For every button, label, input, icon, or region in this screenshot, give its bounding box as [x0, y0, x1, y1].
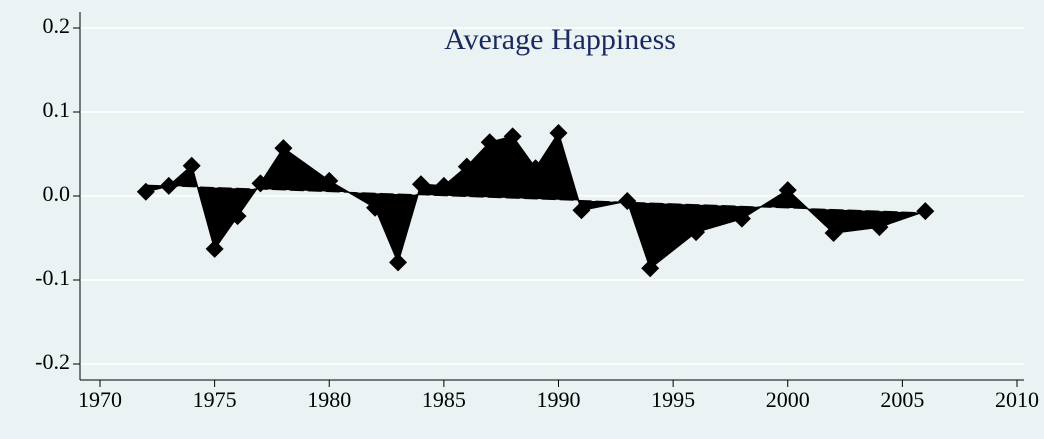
diamond-marker [778, 181, 797, 200]
x-tick-label: 1980 [307, 387, 351, 412]
diamond-marker [411, 175, 430, 194]
x-tick-label: 1970 [78, 387, 122, 412]
data-line [145, 131, 926, 270]
deviation-area [145, 133, 926, 269]
diamond-marker [824, 223, 843, 242]
diamond-marker [389, 253, 408, 272]
y-tick-label: 0.1 [43, 97, 71, 122]
diamond-marker [870, 218, 889, 237]
chart-title: Average Happiness [444, 23, 676, 56]
trend-line [145, 184, 926, 214]
y-tick-label: -0.1 [35, 265, 70, 290]
x-tick-label: 1995 [651, 387, 695, 412]
diamond-marker [503, 127, 522, 146]
diamond-marker [526, 159, 545, 178]
diamond-marker [457, 157, 476, 176]
diamond-marker [366, 198, 385, 217]
diamond-marker [480, 133, 499, 152]
diamond-marker [182, 156, 201, 175]
diamond-marker [641, 259, 660, 278]
diamond-marker [572, 201, 591, 220]
diamond-marker [320, 171, 339, 190]
diamond-marker [732, 209, 751, 228]
diamond-marker [136, 182, 155, 201]
y-tick-label: -0.2 [35, 349, 70, 374]
x-tick-label: 1990 [537, 387, 581, 412]
diamond-marker [205, 239, 224, 258]
x-tick-label: 2000 [766, 387, 810, 412]
diamond-marker [618, 192, 637, 211]
x-tick-label: 1985 [422, 387, 466, 412]
diamond-marker [549, 124, 568, 142]
diamond-marker [251, 174, 270, 193]
y-tick-label: 0.0 [43, 181, 71, 206]
diamond-marker [228, 207, 247, 226]
x-tick-label: 1975 [193, 387, 237, 412]
diamond-marker [159, 176, 178, 195]
diamond-marker [687, 223, 706, 242]
y-tick-label: 0.2 [43, 13, 71, 38]
x-tick-label: 2010 [995, 387, 1039, 412]
x-tick-label: 2005 [880, 387, 924, 412]
diamond-marker [916, 202, 935, 221]
diamond-marker [274, 139, 293, 158]
diamond-marker [434, 176, 453, 195]
